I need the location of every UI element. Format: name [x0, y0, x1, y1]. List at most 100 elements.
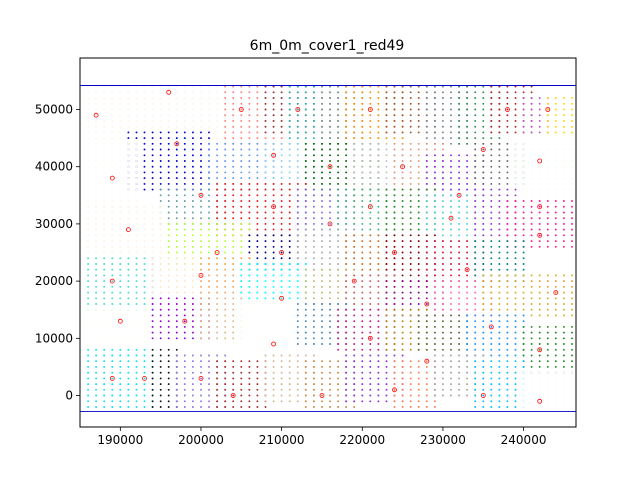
data-point-cluster-30	[531, 223, 533, 225]
data-point-cluster-58	[136, 395, 138, 397]
data-point-cluster-58	[87, 355, 89, 357]
data-point-cluster-24	[224, 217, 226, 219]
data-point-cluster-56	[498, 320, 500, 322]
data-point-cluster-64	[386, 360, 388, 362]
data-point-cluster-32	[208, 240, 210, 242]
data-point-cluster-57	[523, 326, 525, 328]
data-point-cluster-28	[466, 194, 468, 196]
data-point-cluster-43	[329, 280, 331, 282]
data-point-cluster-68	[547, 383, 549, 385]
data-point-cluster-58	[119, 366, 121, 368]
data-point-cluster-2	[224, 103, 226, 105]
data-point-cluster-9	[458, 97, 460, 99]
data-point-cluster-39	[136, 297, 138, 299]
data-point-cluster-56	[482, 326, 484, 328]
data-point-cluster-60	[200, 400, 202, 402]
data-point-cluster-29	[498, 217, 500, 219]
data-point-cluster-45	[410, 297, 412, 299]
data-point-cluster-44	[361, 274, 363, 276]
data-point-cluster-7	[386, 114, 388, 116]
data-point-cluster-39	[95, 286, 97, 288]
data-point-cluster-4	[305, 120, 307, 122]
data-point-cluster-22	[515, 143, 517, 145]
data-point-cluster-26	[361, 212, 363, 214]
data-point-cluster-15	[256, 160, 258, 162]
data-point-cluster-5	[337, 109, 339, 111]
data-point-cluster-31	[160, 234, 162, 236]
data-point-cluster-13	[152, 149, 154, 151]
data-point-cluster-68	[555, 400, 557, 402]
data-point-cluster-0	[87, 103, 89, 105]
data-point-cluster-58	[103, 372, 105, 374]
data-point-cluster-35	[353, 252, 355, 254]
data-point-cluster-47	[571, 297, 573, 299]
data-point-cluster-6	[377, 114, 379, 116]
data-point-cluster-61	[216, 383, 218, 385]
data-point-cluster-46	[474, 297, 476, 299]
data-point-cluster-27	[402, 206, 404, 208]
data-point-cluster-21	[490, 171, 492, 173]
data-point-cluster-22	[555, 154, 557, 156]
data-point-cluster-21	[490, 154, 492, 156]
data-point-cluster-2	[232, 137, 234, 139]
data-point-cluster-44	[369, 297, 371, 299]
data-point-cluster-22	[531, 154, 533, 156]
data-point-cluster-9	[466, 97, 468, 99]
data-point-cluster-15	[208, 149, 210, 151]
data-point-cluster-39	[127, 274, 129, 276]
data-point-cluster-67	[506, 389, 508, 391]
data-point-cluster-3	[281, 126, 283, 128]
data-point-cluster-55	[434, 314, 436, 316]
data-point-cluster-61	[232, 377, 234, 379]
data-point-cluster-60	[184, 389, 186, 391]
data-point-cluster-62	[273, 377, 275, 379]
data-point-cluster-9	[458, 103, 460, 105]
data-point-cluster-55	[442, 326, 444, 328]
data-point-cluster-2	[224, 97, 226, 99]
data-point-cluster-6	[361, 97, 363, 99]
data-point-cluster-52	[329, 326, 331, 328]
data-point-cluster-62	[281, 383, 283, 385]
data-point-cluster-16	[297, 171, 299, 173]
data-point-cluster-30	[515, 234, 517, 236]
data-point-cluster-31	[103, 229, 105, 231]
data-point-cluster-15	[224, 149, 226, 151]
data-point-cluster-4	[297, 120, 299, 122]
data-point-cluster-26	[337, 217, 339, 219]
data-point-cluster-19	[418, 166, 420, 168]
data-point-cluster-32	[184, 223, 186, 225]
data-point-cluster-1	[168, 120, 170, 122]
data-point-cluster-18	[353, 183, 355, 185]
data-point-cluster-58	[95, 360, 97, 362]
data-point-cluster-61	[216, 366, 218, 368]
data-point-cluster-2	[240, 97, 242, 99]
data-point-cluster-13	[168, 177, 170, 179]
data-point-cluster-32	[168, 240, 170, 242]
data-point-cluster-15	[232, 149, 234, 151]
data-point-cluster-0	[95, 91, 97, 93]
data-point-cluster-11	[531, 114, 533, 116]
data-point-cluster-6	[377, 103, 379, 105]
data-point-cluster-28	[458, 234, 460, 236]
data-point-cluster-56	[490, 343, 492, 345]
data-point-cluster-7	[386, 103, 388, 105]
data-point-cluster-2	[265, 137, 267, 139]
data-point-cluster-67	[506, 406, 508, 408]
data-point-cluster-51	[273, 332, 275, 334]
data-point-cluster-65	[394, 406, 396, 408]
data-point-cluster-52	[345, 303, 347, 305]
data-point-cluster-4	[297, 97, 299, 99]
data-point-cluster-27	[418, 223, 420, 225]
data-point-cluster-55	[458, 326, 460, 328]
data-point-cluster-42	[289, 274, 291, 276]
data-point-cluster-63	[305, 400, 307, 402]
data-point-cluster-3	[281, 131, 283, 133]
data-point-cluster-27	[402, 200, 404, 202]
data-point-cluster-33	[281, 240, 283, 242]
data-point-cluster-21	[474, 177, 476, 179]
data-point-cluster-47	[490, 292, 492, 294]
data-point-cluster-42	[297, 286, 299, 288]
data-point-cluster-10	[506, 103, 508, 105]
data-point-cluster-13	[152, 183, 154, 185]
data-point-cluster-58	[119, 400, 121, 402]
